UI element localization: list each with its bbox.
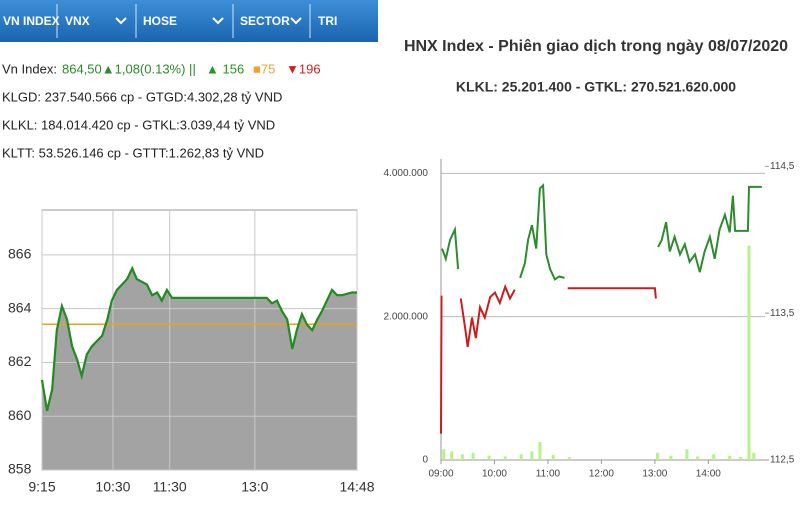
x-tick-label: 14:48: [339, 479, 374, 495]
y-tick-label: 2.000.000: [384, 311, 429, 322]
x-tick-label: 12:00: [589, 469, 614, 480]
decliners: ▼196: [286, 61, 321, 76]
chart-subtitle: KLKL: 25.201.400 - GTKL: 270.521.620.000: [456, 79, 736, 95]
info-line: KLKL: 184.014.420 cp - GTKL:3.039,44 tỷ …: [2, 117, 275, 132]
tab[interactable]: VNX: [65, 14, 90, 28]
x-tick-label: 11:00: [536, 469, 561, 480]
x-tick-label: 13:0: [241, 479, 268, 495]
volume-bar: [752, 452, 756, 460]
volume-bar: [696, 456, 700, 460]
x-tick-label: 11:30: [153, 479, 187, 495]
y-tick-label: 864: [8, 299, 32, 315]
advancers: ▲ 156: [206, 61, 244, 76]
price-line: [441, 183, 762, 281]
x-tick-label: 10:00: [482, 469, 507, 480]
volume-bar: [530, 451, 534, 460]
volume-bar: [450, 451, 454, 460]
area: [42, 268, 357, 470]
volume-bar: [747, 245, 751, 460]
x-tick-label: 9:15: [28, 479, 55, 495]
index-value: 864,50▲1,08(0.13%) ||: [62, 61, 196, 76]
x-tick-label: 09:00: [428, 469, 453, 480]
y-tick-label: 862: [8, 353, 32, 369]
chart-title: HNX Index - Phiên giao dịch trong ngày 0…: [404, 38, 788, 55]
y2-tick-label: 112,5: [770, 455, 795, 466]
x-tick-label: 13:00: [642, 469, 667, 480]
volume-bar: [519, 454, 523, 460]
volume-bar: [503, 456, 507, 460]
info-line: KLGD: 237.540.566 cp - GTGD:4.302,28 tỷ …: [2, 89, 282, 104]
volume-bar: [471, 452, 475, 460]
y-tick-label: 860: [8, 407, 32, 423]
index-label: Vn Index:: [2, 61, 57, 76]
x-tick-label: 10:30: [95, 479, 130, 495]
info-line: KLTT: 53.526.146 cp - GTTT:1.262,83 tỷ V…: [2, 145, 264, 160]
volume-bar: [538, 442, 542, 460]
volume-bar: [669, 455, 673, 460]
y-tick-label: 0: [422, 455, 428, 466]
volume-bar: [487, 455, 491, 460]
y-tick-label: 4.000.000: [384, 168, 429, 179]
y-tick-label: 866: [8, 246, 32, 262]
volume-bar: [567, 457, 571, 460]
tab-bar: [0, 0, 378, 42]
index-line: [40, 265, 357, 412]
tab[interactable]: TRI: [318, 14, 337, 28]
volume-bar: [728, 455, 732, 460]
y2-tick-label: 113,5: [770, 308, 795, 319]
volume-bar: [460, 454, 464, 460]
price-line: [440, 283, 657, 434]
volume-bar: [551, 454, 555, 460]
volume-bar: [685, 449, 689, 460]
volume-bar: [656, 452, 660, 460]
volume-bar: [712, 454, 716, 460]
volume-bar: [738, 457, 742, 460]
tab[interactable]: HOSE: [143, 14, 177, 28]
y2-tick-label: 114,5: [770, 161, 795, 172]
volume-bar: [442, 449, 446, 460]
y-tick-label: 858: [8, 461, 32, 477]
tab[interactable]: VN INDEX: [3, 14, 60, 28]
x-tick-label: 14:00: [696, 469, 721, 480]
tab[interactable]: SECTOR: [240, 14, 290, 28]
dropdown-chevrons: [115, 17, 302, 25]
unchanged: ■75: [253, 61, 275, 76]
tab-dividers: [56, 4, 311, 38]
